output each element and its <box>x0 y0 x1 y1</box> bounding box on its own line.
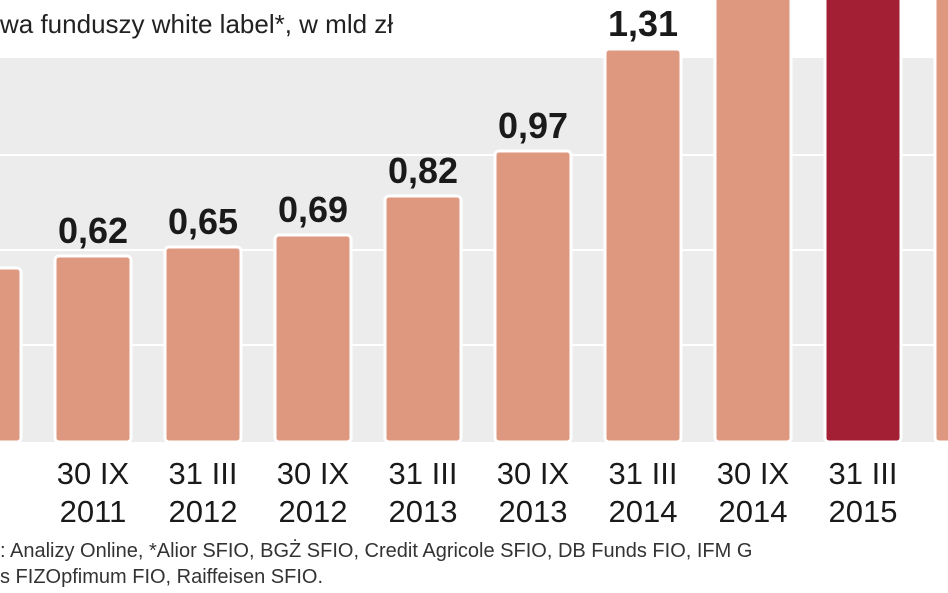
bar-1 <box>0 266 23 444</box>
tick-label-4-line-2: 2012 <box>279 494 348 529</box>
bar-4 <box>273 233 353 444</box>
tick-label-7-line-1: 31 III <box>609 456 678 491</box>
bar-7 <box>603 47 683 444</box>
tick-label-8-line-1: 30 IX <box>717 456 790 491</box>
bar-chart: 80,620,650,690,820,971,311,521,851 III13… <box>0 0 948 529</box>
bar-10 <box>933 0 948 444</box>
tick-label-6-line-1: 30 IX <box>497 456 570 491</box>
tick-label-7-line-2: 2014 <box>609 494 678 529</box>
source-note: : Analizy Online, *Alior SFIO, BGŻ SFIO,… <box>0 538 948 590</box>
bar-6 <box>493 149 573 444</box>
tick-label-2-line-2: 2011 <box>60 494 127 529</box>
source-line-1: : Analizy Online, *Alior SFIO, BGŻ SFIO,… <box>0 540 753 562</box>
tick-label-3-line-1: 31 III <box>169 456 238 491</box>
tick-label-3-line-2: 2012 <box>169 494 238 529</box>
value-label-2: 0,62 <box>58 210 128 251</box>
source-line-2: s FIZOpfimum FIO, Raiffeisen SFIO. <box>0 566 324 588</box>
bar-5 <box>383 194 463 444</box>
value-label-5: 0,82 <box>388 150 458 191</box>
tick-label-2-line-1: 30 IX <box>57 456 130 491</box>
bar-3 <box>163 245 243 444</box>
tick-label-9-line-2: 2015 <box>829 494 898 529</box>
tick-label-5-line-2: 2013 <box>389 494 458 529</box>
tick-label-4-line-1: 30 IX <box>277 456 350 491</box>
value-label-4: 0,69 <box>278 189 348 230</box>
bar-9 <box>823 0 903 444</box>
bar-8 <box>713 0 793 444</box>
tick-label-8-line-2: 2014 <box>719 494 788 529</box>
value-label-6: 0,97 <box>498 105 568 146</box>
bars-group <box>0 0 948 444</box>
chart-title: wa funduszy white label*, w mld zł <box>0 9 394 39</box>
value-label-7: 1,31 <box>608 3 678 44</box>
tick-label-9-line-1: 31 III <box>829 456 898 491</box>
value-labels-group: 80,620,650,690,820,971,311,521,851 <box>58 3 678 251</box>
value-label-3: 0,65 <box>168 201 238 242</box>
bar-2 <box>53 254 133 444</box>
tick-label-6-line-2: 2013 <box>499 494 568 529</box>
tick-label-5-line-1: 31 III <box>389 456 458 491</box>
